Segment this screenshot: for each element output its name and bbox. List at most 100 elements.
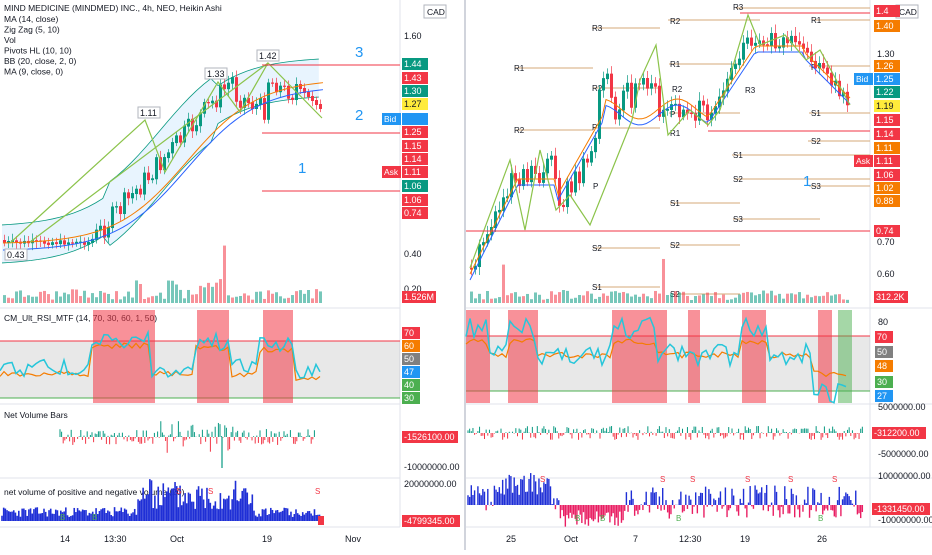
volume-bar	[566, 290, 569, 303]
bid-label: Bid	[384, 114, 397, 124]
volume-bar	[171, 280, 174, 303]
candle-body	[167, 152, 170, 159]
price-badge-bg	[402, 153, 428, 165]
volume-bar	[502, 264, 505, 303]
candle-body	[119, 206, 122, 215]
candle-body	[546, 158, 549, 174]
candle-body	[231, 77, 234, 84]
candle-body	[291, 97, 294, 101]
rsi-line	[465, 316, 847, 404]
rsi-badge: 70	[877, 332, 887, 342]
candle-body	[778, 46, 781, 49]
candle-body	[566, 181, 569, 208]
candle-body	[670, 104, 673, 110]
price-badge: 1.15	[876, 115, 894, 125]
volume-bar	[746, 291, 749, 303]
volume-bar	[666, 295, 669, 303]
price-badge-bg	[874, 182, 900, 194]
price-badge-bg	[874, 142, 900, 154]
candle-body	[103, 225, 106, 238]
price-badge-bg	[402, 72, 428, 84]
time-axis-tick: Nov	[345, 534, 362, 544]
symbol-title: MIND MEDICINE (MINDMED) INC., 4h, NEO, H…	[4, 3, 222, 13]
volume-bar	[59, 296, 62, 303]
price-badge: 1.44	[404, 59, 422, 69]
volume-bar	[255, 291, 258, 303]
volume-bar	[554, 294, 557, 303]
volume-bar	[718, 298, 721, 303]
volume-bar	[39, 291, 42, 303]
candle-body	[319, 104, 322, 109]
candle-body	[666, 108, 669, 111]
currency-box	[423, 4, 447, 19]
candle-body	[690, 112, 693, 115]
candle-body	[95, 229, 98, 240]
pivot-label: S1	[670, 199, 680, 208]
rsi-badge: 27	[877, 391, 887, 401]
volume-bar	[287, 297, 290, 303]
volume-bar	[678, 292, 681, 303]
signal-marker: B	[676, 514, 681, 523]
indicator-legend-item: MA (14, close)	[4, 14, 58, 24]
volume-badge-bg	[402, 291, 436, 303]
rsi-overbought-zone	[263, 310, 293, 403]
candle-body	[163, 157, 166, 171]
candle-body	[730, 67, 733, 80]
volume-bar	[742, 292, 745, 303]
signal-marker: S	[788, 475, 793, 484]
candle-body	[219, 84, 222, 108]
volume-bar	[103, 292, 106, 303]
candle-body	[71, 242, 74, 244]
volume-bar	[95, 297, 98, 303]
wave-label: 1	[298, 160, 306, 177]
volume-bar	[526, 293, 529, 303]
volume-badge-bg	[874, 291, 908, 303]
volume-bar	[810, 297, 813, 303]
volume-bar	[75, 289, 78, 303]
volume-bar	[79, 296, 82, 303]
price-axis-tick: 1.30	[877, 49, 895, 59]
rsi-title: CM_Ult_RSI_MTF (14, 70, 30, 60, 1, 50)	[4, 313, 157, 323]
candle-body	[299, 84, 302, 89]
candle-body	[594, 137, 597, 153]
volume-bar	[275, 292, 278, 303]
volume-bar	[223, 245, 226, 303]
price-badge: 1.11	[404, 167, 421, 177]
rsi-axis-tick: 80	[878, 317, 888, 327]
candle-body	[123, 192, 126, 215]
rsi-badge-bg	[875, 360, 893, 372]
volume-bar	[147, 297, 150, 303]
signal-marker: S	[745, 475, 750, 484]
candle-body	[247, 97, 250, 104]
candle-body	[91, 238, 94, 243]
pivot-label: P	[593, 182, 598, 191]
price-badge-bg	[874, 20, 900, 32]
candle-body	[135, 188, 138, 195]
signal-marker: S	[208, 487, 213, 496]
candle-body	[738, 58, 741, 66]
volume-bar	[135, 280, 138, 303]
volume-bar	[550, 291, 553, 303]
volume-bar	[175, 284, 178, 303]
price-badge: 1.25	[404, 127, 422, 137]
volume-bar	[650, 298, 653, 303]
rsi-badge: 50	[404, 354, 414, 364]
volume-bar	[694, 296, 697, 303]
candle-body	[243, 97, 246, 108]
volume-bar	[662, 258, 665, 303]
volume-bar	[530, 299, 533, 303]
price-badge: 1.4	[876, 6, 889, 16]
time-axis-tick: 14	[60, 534, 70, 544]
volume-bar	[698, 295, 701, 303]
volume-bar	[179, 289, 182, 303]
price-badge: 1.11	[876, 156, 893, 166]
volume-bar	[642, 293, 645, 303]
volume-bar	[638, 296, 641, 303]
rsi-overbought-zone	[688, 310, 700, 403]
candle-body	[35, 240, 38, 242]
volume-bar	[534, 292, 537, 303]
candle-body	[307, 92, 310, 97]
volume-bar	[646, 296, 649, 303]
volume-bar	[482, 299, 485, 303]
